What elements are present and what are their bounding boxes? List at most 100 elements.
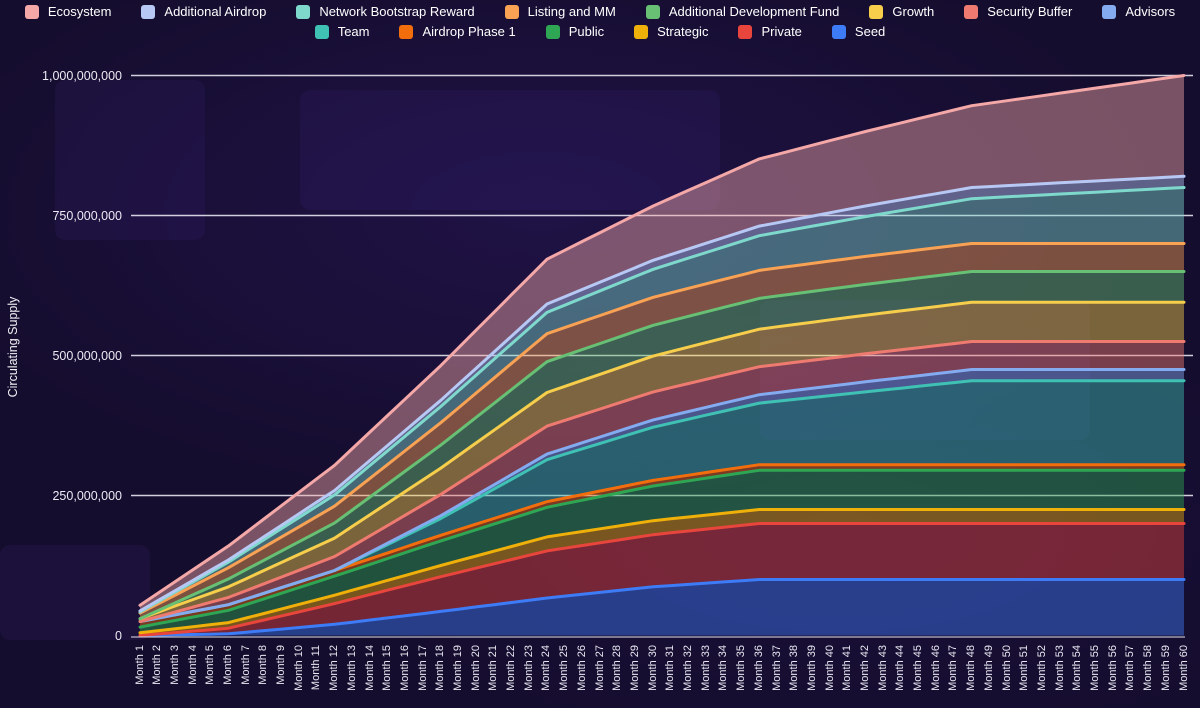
y-tick-750-000-000: 750,000,000 <box>52 208 122 223</box>
band-public <box>140 470 1184 633</box>
x-tick-month-35: Month 35 <box>735 645 748 691</box>
x-tick-month-17: Month 17 <box>416 645 429 691</box>
legend-swatch-advisors <box>1102 5 1117 19</box>
x-tick-month-20: Month 20 <box>469 645 482 691</box>
line-private <box>138 522 1186 637</box>
x-tick-month-30: Month 30 <box>646 645 659 691</box>
band-private <box>140 523 1184 636</box>
x-tick-month-36: Month 36 <box>752 645 765 691</box>
x-tick-month-40: Month 40 <box>823 645 836 691</box>
legend-item-advisors[interactable]: Advisors <box>1102 4 1175 20</box>
legend-label: Private <box>761 24 802 39</box>
x-tick-month-28: Month 28 <box>611 645 624 691</box>
legend-item-growth[interactable]: Growth <box>869 4 934 20</box>
legend-item-security-buffer[interactable]: Security Buffer <box>964 4 1072 20</box>
legend-swatch-strategic <box>634 25 649 39</box>
legend-label: Listing and MM <box>527 4 616 19</box>
legend-item-listing-and-mm[interactable]: Listing and MM <box>504 4 616 20</box>
line-advisors <box>138 368 1186 623</box>
x-tick-month-2: Month 2 <box>151 645 164 685</box>
x-tick-month-47: Month 47 <box>947 645 960 691</box>
line-security-buffer <box>138 340 1186 623</box>
x-tick-month-12: Month 12 <box>328 645 341 691</box>
x-tick-month-6: Month 6 <box>221 645 234 685</box>
x-tick-month-5: Month 5 <box>204 645 217 685</box>
y-tick-250-000-000: 250,000,000 <box>52 488 122 503</box>
band-listing-and-mm <box>140 243 1184 619</box>
legend-label: Additional Development Fund <box>668 4 840 19</box>
line-ecosystem <box>138 74 1186 607</box>
x-tick-month-1: Month 1 <box>133 645 146 685</box>
x-tick-month-18: Month 18 <box>434 645 447 691</box>
x-tick-month-38: Month 38 <box>788 645 801 691</box>
x-tick-month-59: Month 59 <box>1159 645 1172 691</box>
legend-item-seed[interactable]: Seed <box>831 24 886 40</box>
x-tick-month-34: Month 34 <box>717 645 730 691</box>
x-tick-month-25: Month 25 <box>558 645 571 691</box>
x-tick-month-42: Month 42 <box>858 645 871 691</box>
y-tick-0: 0 <box>115 628 122 643</box>
legend-label: Advisors <box>1125 4 1176 19</box>
line-additional-airdrop <box>138 174 1186 613</box>
legend-item-public[interactable]: Public <box>545 24 605 40</box>
legend-label: Ecosystem <box>47 4 112 19</box>
chart-legend: Ecosystem Additional Airdrop Network Boots… <box>0 4 1200 40</box>
band-additional-airdrop <box>140 176 1184 613</box>
x-tick-month-41: Month 41 <box>841 645 854 691</box>
legend-row-2: Team Airdrop Phase 1 Public Strategic Privat… <box>0 24 1200 40</box>
band-team <box>140 380 1184 622</box>
x-tick-month-15: Month 15 <box>381 645 394 691</box>
legend-swatch-ecosystem <box>24 5 39 19</box>
legend-item-additional-development-fund[interactable]: Additional Development Fund <box>645 4 840 20</box>
line-additional-development-fund <box>138 270 1186 621</box>
legend-label: Growth <box>892 4 935 19</box>
x-tick-month-21: Month 21 <box>487 645 500 691</box>
legend-swatch-public <box>545 25 560 39</box>
x-tick-month-46: Month 46 <box>929 645 942 691</box>
legend-item-additional-airdrop[interactable]: Additional Airdrop <box>141 4 266 20</box>
x-tick-month-13: Month 13 <box>345 645 358 691</box>
x-tick-month-53: Month 53 <box>1053 645 1066 691</box>
legend-row-1: Ecosystem Additional Airdrop Network Boots… <box>0 4 1200 20</box>
legend-label: Public <box>568 24 605 39</box>
legend-swatch-listing-and-mm <box>504 5 519 19</box>
x-tick-month-56: Month 56 <box>1106 645 1119 691</box>
line-growth <box>138 300 1186 621</box>
x-tick-month-10: Month 10 <box>292 645 305 691</box>
x-tick-month-48: Month 48 <box>965 645 978 691</box>
legend-swatch-private <box>738 25 753 39</box>
y-axis-title: Circulating Supply <box>6 296 20 398</box>
x-tick-month-33: Month 33 <box>699 645 712 691</box>
x-tick-month-4: Month 4 <box>186 645 199 685</box>
legend-item-strategic[interactable]: Strategic <box>634 24 708 40</box>
legend-item-team[interactable]: Team <box>314 24 369 40</box>
legend-label: Seed <box>854 24 886 39</box>
x-tick-month-7: Month 7 <box>239 645 252 685</box>
x-tick-month-49: Month 49 <box>982 645 995 691</box>
legend-swatch-team <box>314 25 329 39</box>
x-tick-month-39: Month 39 <box>805 645 818 691</box>
band-ecosystem <box>140 75 1184 611</box>
x-tick-month-52: Month 52 <box>1035 645 1048 691</box>
band-seed <box>140 579 1184 636</box>
band-growth <box>140 302 1184 622</box>
band-advisors <box>140 369 1184 622</box>
legend-item-airdrop-phase-1[interactable]: Airdrop Phase 1 <box>399 24 516 40</box>
line-network-bootstrap-reward <box>138 186 1186 614</box>
legend-item-ecosystem[interactable]: Ecosystem <box>24 4 112 20</box>
x-tick-month-19: Month 19 <box>452 645 464 691</box>
legend-item-private[interactable]: Private <box>738 24 802 40</box>
area-bands <box>140 75 1184 636</box>
x-tick-month-3: Month 3 <box>168 645 181 685</box>
legend-swatch-additional-development-fund <box>645 5 660 19</box>
x-tick-month-50: Month 50 <box>1000 645 1013 691</box>
x-tick-month-11: Month 11 <box>310 645 323 691</box>
series-lines <box>138 74 1186 637</box>
band-additional-development-fund <box>140 271 1184 619</box>
x-tick-month-44: Month 44 <box>894 645 907 691</box>
legend-item-network-bootstrap-reward[interactable]: Network Bootstrap Reward <box>296 4 475 20</box>
legend-swatch-growth <box>869 5 884 19</box>
x-tick-month-37: Month 37 <box>770 645 783 691</box>
line-strategic <box>138 508 1186 635</box>
